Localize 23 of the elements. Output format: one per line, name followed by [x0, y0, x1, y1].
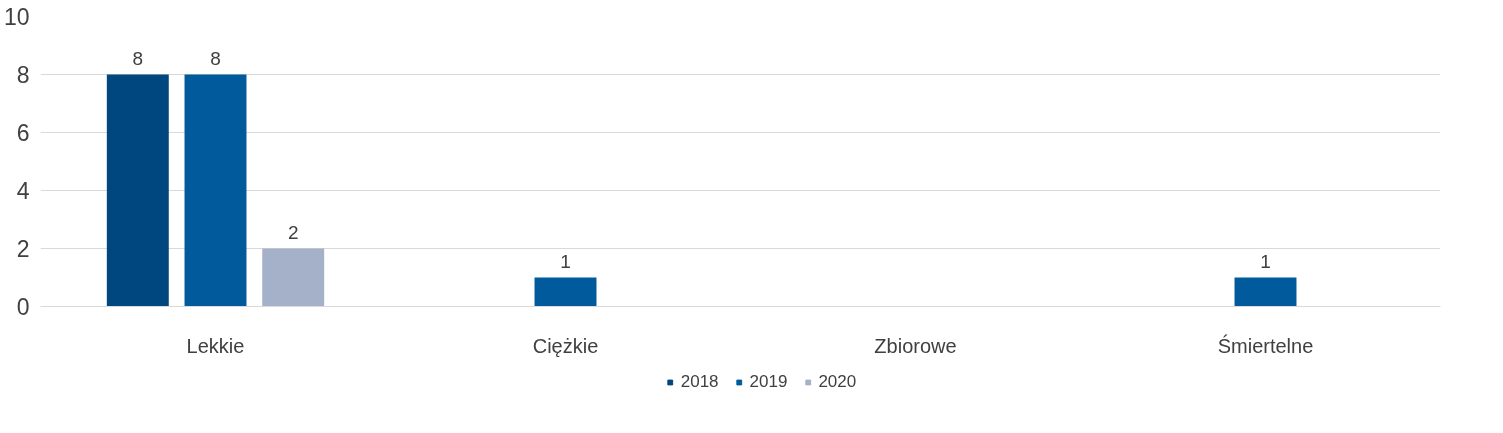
y-tick-label: 0 — [16, 294, 30, 320]
bar — [534, 277, 597, 307]
y-tick-label: 10 — [3, 4, 30, 30]
bar — [1234, 277, 1297, 307]
x-tick-label: Śmiertelne — [1217, 333, 1314, 357]
data-label: 1 — [1260, 250, 1271, 272]
data-label: 8 — [210, 47, 221, 69]
y-tick-label: 2 — [16, 236, 30, 262]
bar — [184, 74, 247, 307]
data-label: 1 — [560, 250, 571, 272]
y-tick-label: 4 — [16, 178, 30, 204]
data-label: 8 — [132, 47, 144, 69]
data-label: 2 — [287, 221, 299, 243]
y-tick-label: 8 — [16, 62, 30, 88]
legend-label: 2020 — [818, 371, 857, 392]
x-tick-label: Lekkie — [186, 334, 245, 357]
y-tick-label: 6 — [16, 120, 30, 146]
bar — [262, 248, 325, 307]
legend-label: 2019 — [749, 371, 788, 392]
x-tick-label: Zbiorowe — [874, 334, 957, 357]
x-tick-label: Ciężkie — [532, 334, 599, 357]
bar — [106, 74, 169, 307]
legend-label: 2018 — [680, 371, 719, 392]
